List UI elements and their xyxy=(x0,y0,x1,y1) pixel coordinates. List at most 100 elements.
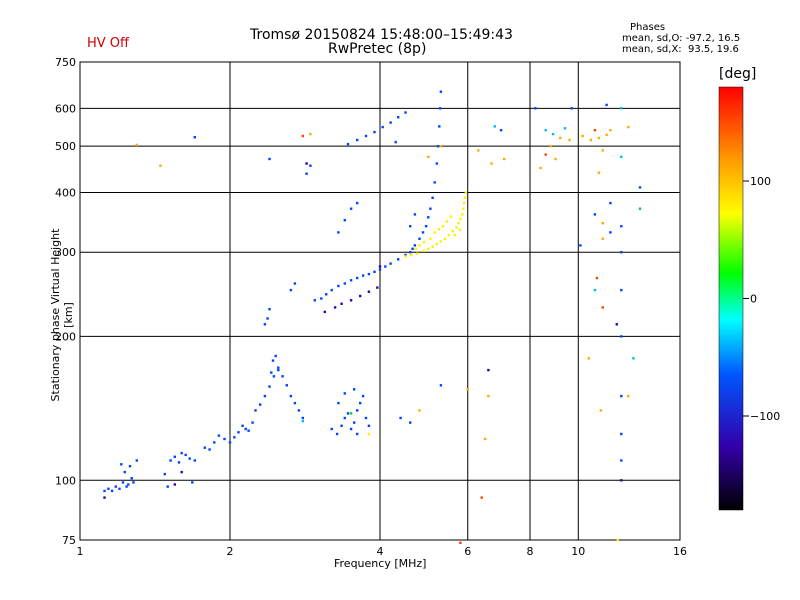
data-point xyxy=(114,485,117,488)
data-point xyxy=(293,282,297,285)
data-point xyxy=(340,424,343,427)
data-point xyxy=(356,138,359,142)
data-point xyxy=(320,297,323,300)
data-point xyxy=(627,125,630,129)
data-point xyxy=(593,288,597,292)
data-point xyxy=(193,459,196,462)
data-point xyxy=(463,196,466,199)
data-point xyxy=(228,441,232,444)
data-point xyxy=(605,103,608,107)
data-point xyxy=(259,403,262,406)
data-point xyxy=(436,145,440,148)
data-point xyxy=(551,132,555,136)
data-point xyxy=(554,157,557,161)
data-point xyxy=(620,394,623,398)
data-point xyxy=(384,265,387,268)
data-point xyxy=(266,317,269,320)
data-point xyxy=(399,416,402,420)
data-point xyxy=(487,368,490,372)
data-point xyxy=(544,129,547,132)
colorbar-tick-label: 0 xyxy=(750,293,757,306)
data-point xyxy=(223,437,226,441)
data-point xyxy=(203,446,206,449)
data-point xyxy=(251,421,254,424)
data-point xyxy=(449,215,453,218)
x-tick-label: 4 xyxy=(377,545,384,558)
data-point xyxy=(483,437,487,441)
data-point xyxy=(422,249,426,252)
data-point xyxy=(439,145,443,148)
y-tick-label: 400 xyxy=(55,186,76,199)
data-point xyxy=(589,138,593,142)
data-point xyxy=(421,231,425,234)
data-point xyxy=(441,225,445,228)
data-point xyxy=(587,357,590,360)
data-point xyxy=(356,276,359,280)
data-point xyxy=(597,136,601,140)
data-point xyxy=(177,461,181,464)
data-point xyxy=(466,388,469,391)
data-point xyxy=(367,272,371,276)
data-point xyxy=(443,237,447,240)
data-point xyxy=(343,392,346,395)
data-point xyxy=(103,496,106,499)
x-tick-label: 2 xyxy=(227,545,234,558)
data-point xyxy=(163,472,166,476)
hv-status: HV Off xyxy=(87,36,129,51)
data-point xyxy=(373,270,376,273)
data-point xyxy=(272,375,276,378)
y-tick-label: 200 xyxy=(55,330,76,343)
data-point xyxy=(356,409,359,412)
colorbar xyxy=(718,86,744,511)
data-point xyxy=(271,359,275,362)
data-point xyxy=(609,231,612,234)
data-point xyxy=(601,222,604,225)
data-point xyxy=(409,251,412,254)
data-point xyxy=(609,129,612,132)
x-tick-label: 8 xyxy=(527,545,534,558)
data-point xyxy=(378,265,382,268)
data-point xyxy=(503,157,506,161)
data-point xyxy=(413,244,417,247)
y-tick-label: 100 xyxy=(55,474,76,487)
colorbar-tick-label: 100 xyxy=(750,175,771,188)
data-point xyxy=(534,107,537,110)
data-point xyxy=(247,429,250,432)
data-point xyxy=(268,157,271,161)
data-point xyxy=(435,242,438,246)
data-point xyxy=(493,125,496,128)
data-point xyxy=(627,394,630,398)
chart-subtitle: RwPretec (8p) xyxy=(328,41,427,57)
data-point xyxy=(451,230,454,233)
data-point xyxy=(373,130,376,134)
data-point xyxy=(188,457,191,460)
data-point xyxy=(418,244,421,247)
data-point xyxy=(281,375,284,378)
colorbar-tick-label: −100 xyxy=(750,410,780,423)
data-point xyxy=(461,213,464,216)
data-point xyxy=(325,293,328,296)
data-point xyxy=(297,409,301,412)
data-point xyxy=(359,401,362,405)
data-point xyxy=(404,253,407,257)
data-point xyxy=(103,489,106,493)
data-point xyxy=(447,233,451,237)
data-point xyxy=(433,231,436,234)
data-point xyxy=(309,164,312,167)
data-point xyxy=(480,496,483,499)
data-point xyxy=(620,479,623,482)
data-point xyxy=(337,401,340,405)
data-point xyxy=(381,125,384,129)
data-point xyxy=(397,116,400,119)
data-point xyxy=(301,419,304,423)
y-tick-label: 300 xyxy=(55,246,76,259)
data-point xyxy=(431,196,434,199)
data-point xyxy=(277,368,280,372)
data-point xyxy=(173,455,176,458)
data-point xyxy=(559,136,562,140)
data-point xyxy=(159,164,162,167)
data-point xyxy=(568,138,571,142)
data-point xyxy=(343,219,346,222)
y-tick-label: 75 xyxy=(62,534,76,547)
data-point xyxy=(593,213,597,216)
